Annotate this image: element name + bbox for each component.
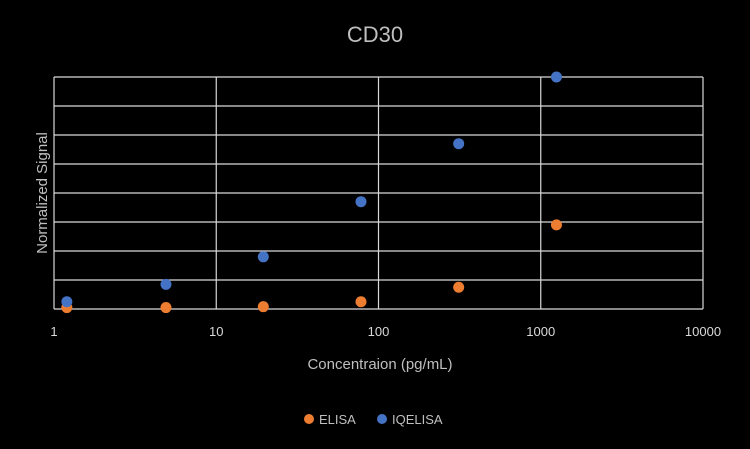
point-elisa <box>355 296 367 308</box>
point-elisa <box>257 301 269 313</box>
x-tick-label: 10000 <box>685 324 721 339</box>
point-iqelisa <box>355 196 367 208</box>
data-points <box>61 71 562 314</box>
plot-grid <box>53 76 704 310</box>
point-iqelisa <box>61 296 73 308</box>
chart-title: CD30 <box>347 22 403 47</box>
legend-marker <box>304 414 314 424</box>
y-axis-label: Normalized Signal <box>34 132 51 254</box>
legend-item-elisa: ELISA <box>304 412 356 427</box>
point-iqelisa <box>257 251 269 263</box>
point-iqelisa <box>160 278 172 290</box>
point-elisa <box>160 302 172 314</box>
legend-item-iqelisa: IQELISA <box>377 412 443 427</box>
x-tick-label: 1 <box>50 324 57 339</box>
x-axis-label: Concentraion (pg/mL) <box>307 356 452 373</box>
legend: ELISA IQELISA <box>304 412 443 427</box>
point-iqelisa <box>550 71 562 83</box>
x-tick-label: 1000 <box>526 324 555 339</box>
point-iqelisa <box>453 138 465 150</box>
legend-marker <box>377 414 387 424</box>
legend-label: IQELISA <box>392 412 443 427</box>
x-tick-label: 10 <box>209 324 223 339</box>
legend-label: ELISA <box>319 412 356 427</box>
point-elisa <box>550 219 562 231</box>
x-tick-label: 100 <box>368 324 390 339</box>
point-elisa <box>453 281 465 293</box>
x-tick-labels: 1 10 100 1000 10000 <box>50 324 721 339</box>
